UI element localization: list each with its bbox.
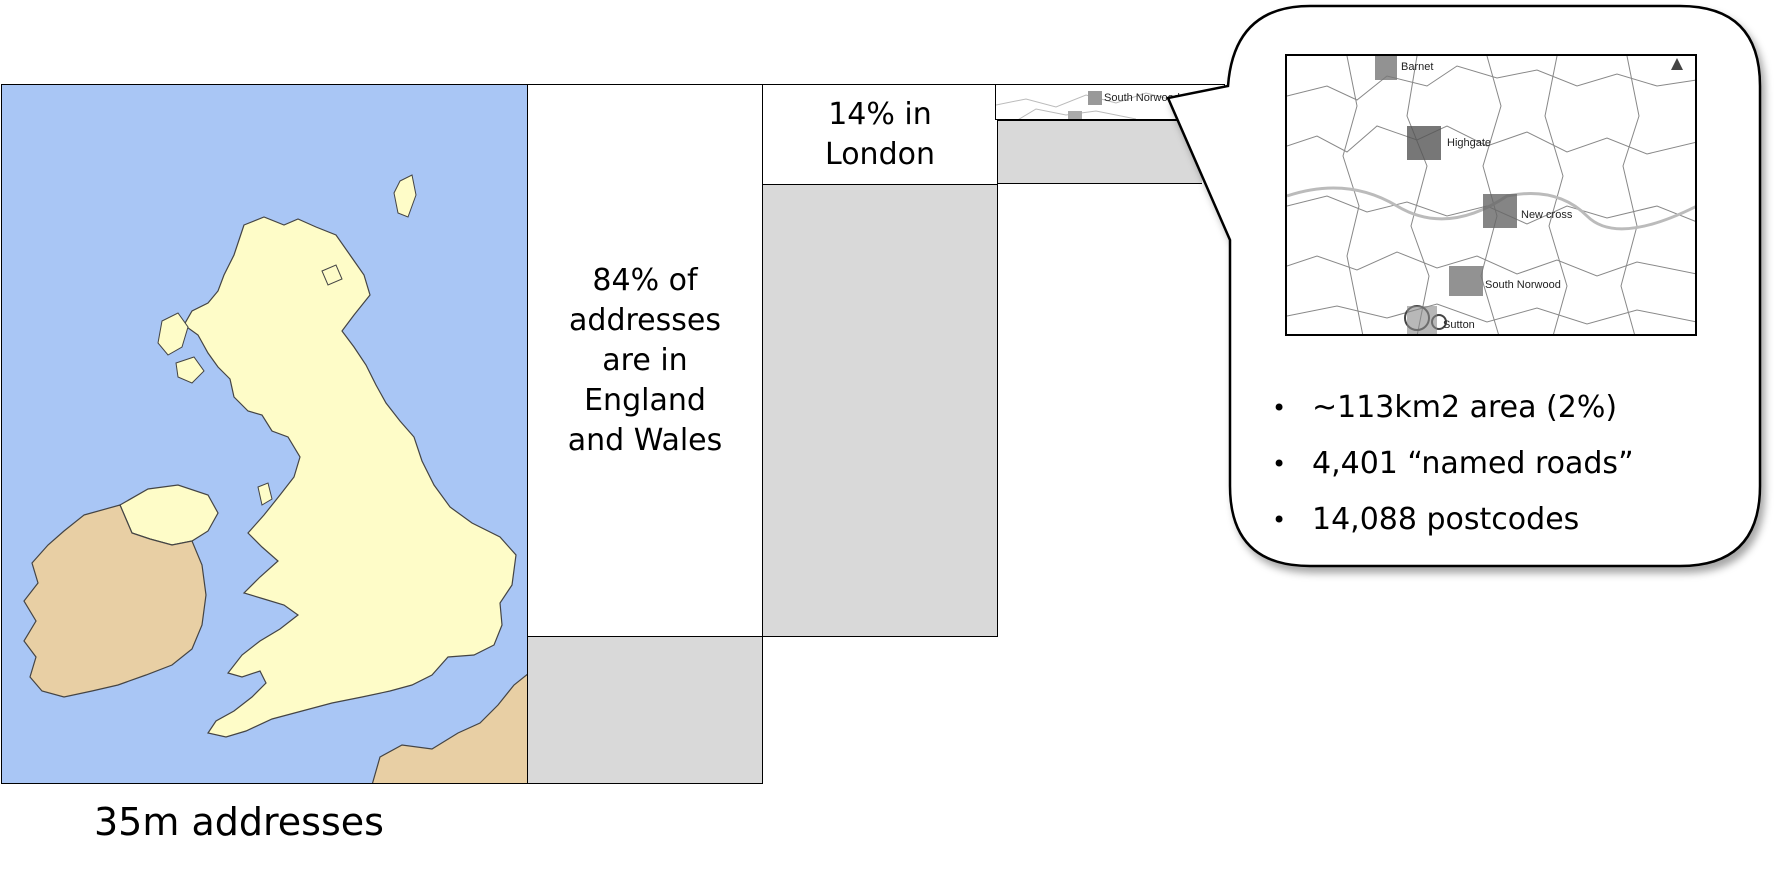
thumb-label: South Norwood	[1104, 92, 1180, 104]
london-map-thumbnail: South Norwood	[995, 84, 1225, 120]
london-column: 14% in London	[762, 84, 998, 185]
stat-area: ~113km2 area (2%)	[1270, 380, 1634, 436]
orkney-shape	[321, 264, 343, 286]
london-inset-map: Barnet Highgate New cross South Norwood …	[1285, 54, 1697, 336]
place-new-cross: New cross	[1521, 209, 1573, 221]
england-wales-text: 84% of addresses are in England and Wale…	[567, 262, 723, 458]
place-highgate: Highgate	[1447, 137, 1491, 149]
zoom-remainder	[997, 120, 1202, 184]
place-barnet: Barnet	[1401, 61, 1433, 73]
london-remainder	[762, 184, 998, 637]
stat-postcodes: 14,088 postcodes	[1270, 492, 1634, 548]
ireland-shape	[23, 504, 207, 698]
north-arrow-icon	[1671, 58, 1683, 70]
skye-shape	[175, 356, 205, 384]
great-britain-shape	[183, 216, 517, 738]
stats-list: ~113km2 area (2%) 4,401 “named roads” 14…	[1270, 380, 1634, 548]
england-wales-remainder	[527, 636, 763, 784]
stat-roads: 4,401 “named roads”	[1270, 436, 1634, 492]
place-south-norwood: South Norwood	[1485, 279, 1561, 291]
france-shape	[371, 673, 527, 783]
hebrides-shape	[157, 312, 189, 356]
england-wales-column: 84% of addresses are in England and Wale…	[527, 84, 763, 637]
london-text: 14% in London	[825, 96, 935, 172]
uk-map	[2, 85, 527, 783]
shetland-shape	[393, 174, 417, 218]
place-sutton: Sutton	[1443, 319, 1475, 331]
isle-of-man-shape	[257, 482, 273, 506]
uk-map-panel	[1, 84, 528, 784]
caption-total-addresses: 35m addresses	[94, 800, 384, 844]
